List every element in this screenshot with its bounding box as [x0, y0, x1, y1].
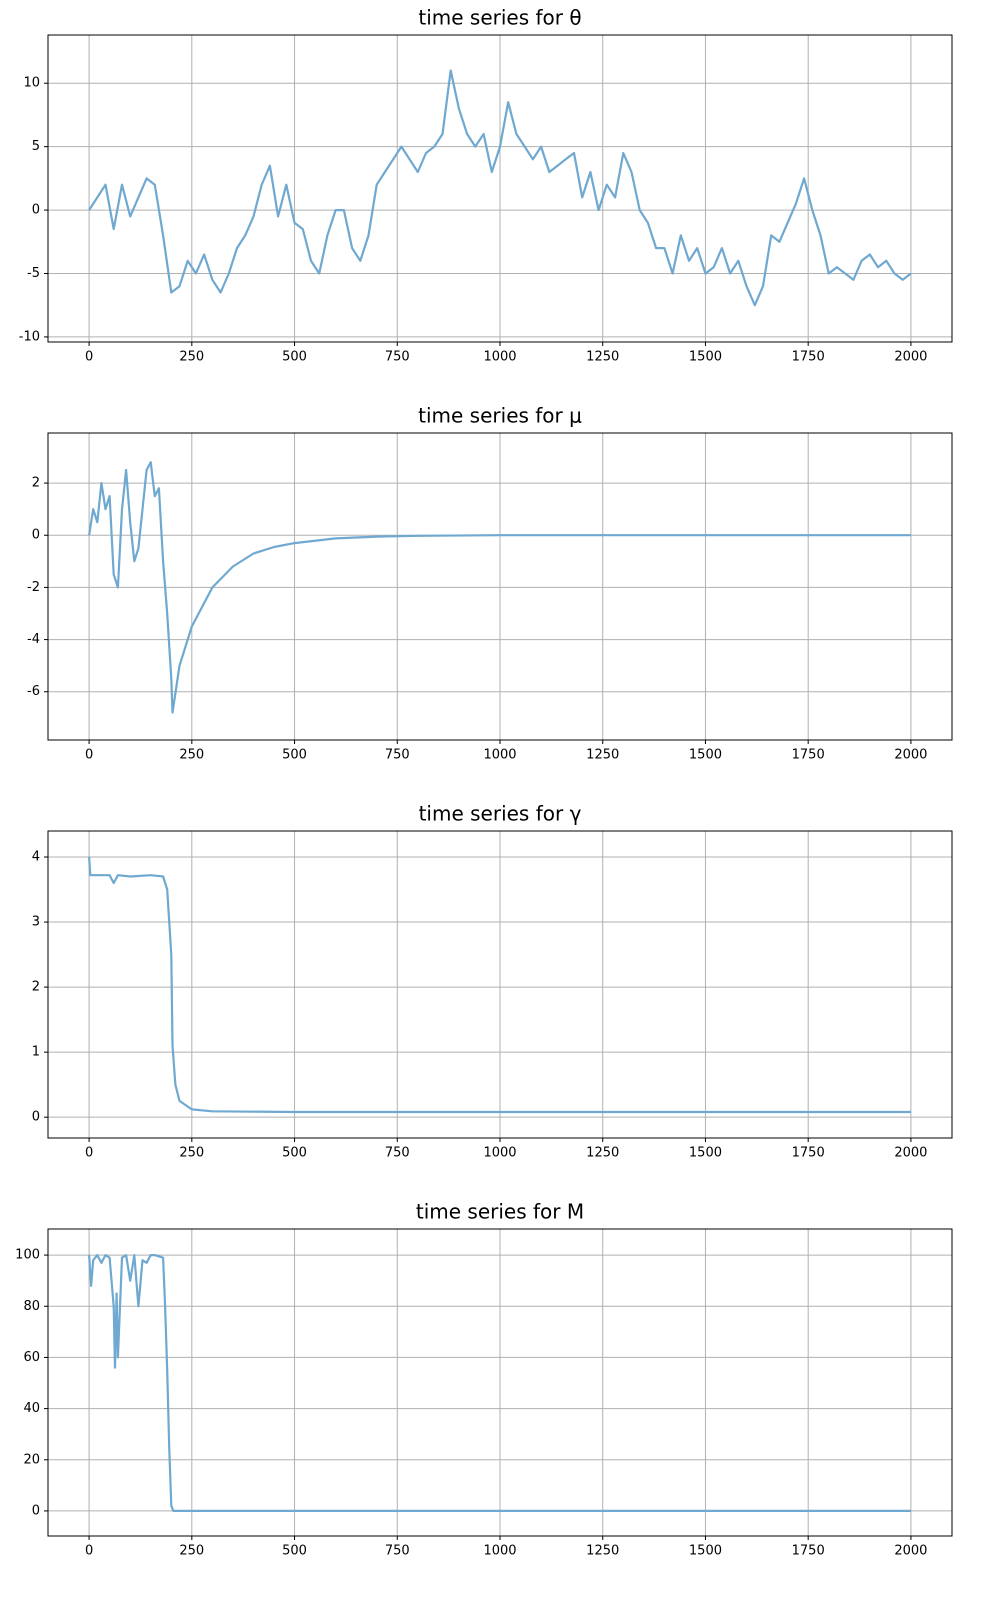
y-tick-label: 80: [23, 1299, 40, 1314]
x-tick-label: 1500: [689, 1146, 722, 1161]
y-tick-label: 20: [23, 1452, 40, 1467]
y-tick-label: 0: [32, 1503, 40, 1518]
x-tick-label: 1250: [586, 1544, 619, 1559]
x-tick-label: 0: [85, 748, 93, 763]
plot-frame: [47, 432, 953, 741]
x-tick-label: 250: [179, 1146, 204, 1161]
y-tick-label: -6: [27, 684, 40, 699]
x-tick-label: 750: [385, 748, 410, 763]
x-tick-label: 500: [282, 350, 307, 365]
data-line: [88, 1254, 911, 1512]
x-tick-label: 1750: [792, 748, 825, 763]
y-tick-label: 0: [32, 203, 40, 218]
y-tick-label: 4: [32, 850, 40, 865]
chart-title: time series for γ: [419, 802, 582, 826]
x-tick-label: 1250: [586, 748, 619, 763]
x-tick-label: 1500: [689, 350, 722, 365]
y-tick-label: 3: [32, 915, 40, 930]
y-tick-label: -2: [27, 580, 40, 595]
y-tick-label: -10: [19, 329, 40, 344]
chart-title: time series for θ: [418, 6, 581, 30]
y-tick-label: -4: [27, 632, 40, 647]
data-line: [88, 69, 912, 307]
data-line: [88, 856, 911, 1114]
x-tick-label: 1750: [792, 1544, 825, 1559]
y-tick-label: 0: [32, 528, 40, 543]
plot-frame: [47, 830, 953, 1139]
y-tick-label: 60: [23, 1350, 40, 1365]
x-tick-label: 1000: [483, 1544, 516, 1559]
x-tick-label: 1000: [483, 350, 516, 365]
x-tick-label: 1000: [483, 748, 516, 763]
y-tick-label: 40: [23, 1401, 40, 1416]
x-tick-label: 250: [179, 350, 204, 365]
y-tick-label: 2: [32, 980, 40, 995]
x-tick-label: 1750: [792, 350, 825, 365]
plot-frame: [47, 34, 953, 343]
x-tick-label: 1000: [483, 1146, 516, 1161]
x-tick-label: 0: [85, 350, 93, 365]
x-tick-label: 250: [179, 1544, 204, 1559]
x-tick-label: 1250: [586, 350, 619, 365]
x-tick-label: 2000: [894, 1544, 927, 1559]
x-tick-label: 1500: [689, 1544, 722, 1559]
chart-title: time series for μ: [418, 404, 582, 428]
x-tick-label: 2000: [894, 350, 927, 365]
x-tick-label: 2000: [894, 1146, 927, 1161]
data-line: [88, 461, 911, 714]
y-tick-label: 10: [23, 76, 40, 91]
x-tick-label: 0: [85, 1146, 93, 1161]
x-tick-label: 0: [85, 1544, 93, 1559]
x-tick-label: 2000: [894, 748, 927, 763]
y-tick-label: 1: [32, 1045, 40, 1060]
x-tick-label: 500: [282, 748, 307, 763]
x-tick-label: 250: [179, 748, 204, 763]
x-tick-label: 750: [385, 1146, 410, 1161]
plot-frame: [47, 1228, 953, 1537]
x-tick-label: 750: [385, 350, 410, 365]
y-tick-label: 5: [32, 139, 40, 154]
x-tick-label: 500: [282, 1146, 307, 1161]
y-tick-label: -5: [27, 266, 40, 281]
y-tick-label: 2: [32, 476, 40, 491]
x-tick-label: 750: [385, 1544, 410, 1559]
x-tick-label: 1750: [792, 1146, 825, 1161]
x-tick-label: 1500: [689, 748, 722, 763]
y-tick-label: 100: [15, 1248, 40, 1263]
x-tick-label: 1250: [586, 1146, 619, 1161]
y-tick-label: 0: [32, 1110, 40, 1125]
chart-title: time series for M: [416, 1200, 584, 1224]
x-tick-label: 500: [282, 1544, 307, 1559]
